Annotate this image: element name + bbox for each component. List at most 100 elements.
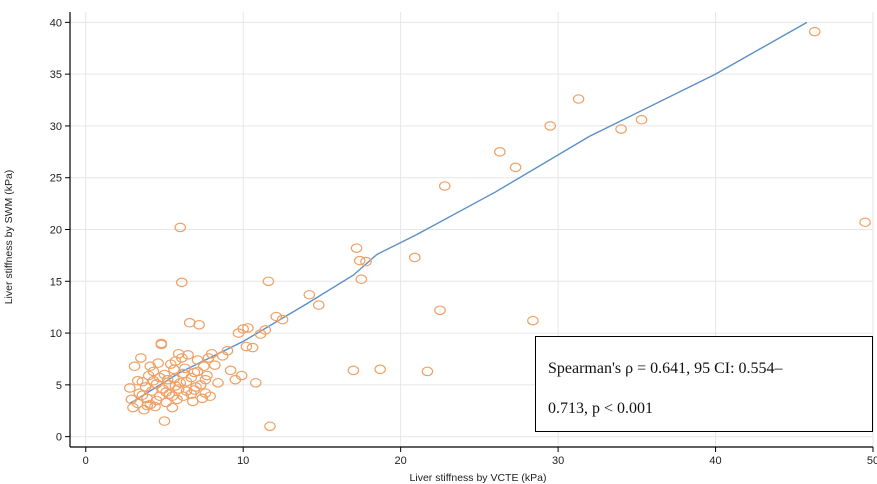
data-point <box>180 376 193 387</box>
data-point <box>240 341 253 352</box>
data-point <box>198 361 210 372</box>
data-point <box>183 317 196 328</box>
x-tick-label: 20 <box>395 455 407 467</box>
data-point <box>141 400 153 411</box>
y-tick-label: 35 <box>50 69 62 81</box>
data-point <box>259 325 272 335</box>
spearman-annotation-box: Spearman's ρ = 0.641, 95 CI: 0.554– 0.71… <box>535 336 873 432</box>
data-point <box>360 256 372 267</box>
data-point <box>146 386 158 396</box>
data-point <box>144 361 157 372</box>
data-point <box>175 277 188 288</box>
y-axis-title: Liver stiffness by SWM (kPa) <box>3 170 15 305</box>
data-point <box>353 255 366 266</box>
data-point <box>174 222 187 233</box>
data-point <box>409 252 421 263</box>
data-points <box>124 26 871 432</box>
data-point <box>193 319 205 330</box>
x-tick-label: 50 <box>867 455 877 467</box>
annotation-line-1: Spearman's ρ = 0.641, 95 CI: 0.554– <box>548 360 783 377</box>
data-point <box>355 274 368 285</box>
data-point <box>205 348 218 359</box>
data-point <box>191 355 204 365</box>
data-point <box>172 384 185 394</box>
data-point <box>179 363 191 374</box>
data-point <box>262 276 275 287</box>
data-point <box>166 391 179 402</box>
y-tick-label: 15 <box>50 276 62 288</box>
data-point <box>188 385 201 395</box>
data-point <box>246 342 259 353</box>
data-point <box>209 360 221 370</box>
grid <box>70 12 874 447</box>
y-tick-label: 20 <box>50 225 62 237</box>
data-point <box>438 181 451 191</box>
axes <box>65 12 874 452</box>
data-point <box>270 311 283 322</box>
data-point <box>494 147 506 157</box>
data-point <box>859 217 871 228</box>
data-point <box>527 315 539 326</box>
data-point <box>149 401 161 412</box>
data-point <box>421 366 434 377</box>
data-point <box>158 416 171 426</box>
data-point <box>155 338 168 349</box>
data-point <box>276 314 289 325</box>
data-point <box>264 421 276 432</box>
data-point <box>136 376 149 387</box>
data-point <box>131 375 144 386</box>
data-point <box>237 324 249 334</box>
data-point <box>199 374 212 385</box>
data-point <box>212 377 224 388</box>
data-point <box>175 353 188 363</box>
data-point <box>224 365 237 376</box>
y-tick-label: 5 <box>56 380 62 392</box>
data-point <box>147 366 160 377</box>
data-point <box>374 364 386 375</box>
x-tick-label: 0 <box>83 455 89 467</box>
data-point <box>808 26 821 37</box>
data-point <box>303 289 316 300</box>
data-point <box>242 323 254 333</box>
x-tick-label: 30 <box>552 455 564 467</box>
data-point <box>152 358 164 368</box>
data-point <box>182 350 194 360</box>
data-point <box>136 390 149 401</box>
y-tick-label: 25 <box>50 173 62 185</box>
y-tick-label: 40 <box>50 17 62 29</box>
data-point <box>434 305 446 316</box>
data-point <box>221 345 234 356</box>
data-point <box>177 368 190 379</box>
data-point <box>124 383 136 393</box>
x-axis-title: Liver stiffness by VCTE (kPa) <box>410 472 547 484</box>
data-point <box>615 124 627 134</box>
data-point <box>161 374 174 385</box>
data-point <box>163 389 175 399</box>
data-point <box>133 388 146 398</box>
data-point <box>635 114 648 125</box>
data-point <box>204 391 216 402</box>
data-point <box>153 372 166 383</box>
data-point <box>249 377 262 388</box>
data-point <box>572 94 585 104</box>
x-tick-label: 40 <box>709 455 721 467</box>
x-tick-label: 10 <box>237 455 249 467</box>
data-point <box>150 379 163 389</box>
data-point <box>201 370 213 381</box>
data-point <box>347 365 360 376</box>
data-point <box>147 375 160 386</box>
data-point <box>150 395 163 406</box>
data-point <box>166 402 179 413</box>
annotation-line-2: 0.713, p < 0.001 <box>548 400 654 417</box>
data-point <box>312 300 325 310</box>
data-point <box>350 243 363 253</box>
data-point <box>235 370 248 381</box>
data-point <box>191 366 204 377</box>
data-point <box>168 364 180 375</box>
data-point <box>196 393 209 404</box>
y-tick-label: 0 <box>56 432 62 444</box>
y-tick-label: 10 <box>50 328 62 340</box>
data-point <box>544 121 557 131</box>
data-point <box>128 361 141 372</box>
